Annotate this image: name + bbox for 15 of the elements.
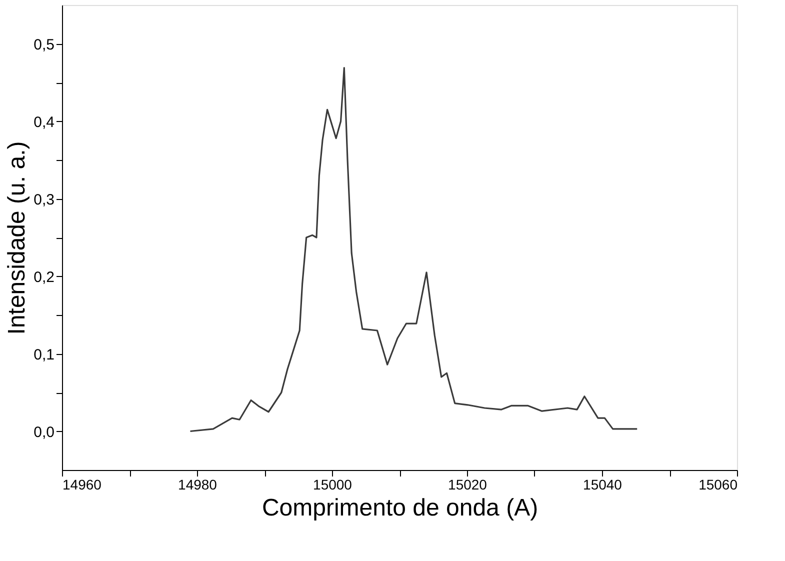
y-tick-label: 0,2 [34, 268, 54, 286]
y-axis-title: Intensidade (u. a.) [4, 141, 31, 335]
x-tick-label: 14960 [62, 476, 102, 492]
y-tick-label: 0,0 [34, 424, 54, 441]
x-tick-label: 15060 [698, 476, 738, 492]
x-tick-label: 14980 [178, 476, 218, 492]
y-tick-label: 0,1 [34, 346, 54, 364]
x-tick-label: 15000 [313, 476, 352, 492]
y-tick-label: 0,3 [34, 191, 54, 208]
line-series [189, 66, 638, 432]
y-tick-label: 0,4 [34, 114, 54, 131]
x-axis-title: Comprimento de onda (A) [262, 494, 538, 522]
x-tick-label: 15020 [448, 476, 488, 492]
x-tick-label: 15040 [583, 476, 622, 492]
y-tick-label: 0,5 [34, 36, 54, 54]
